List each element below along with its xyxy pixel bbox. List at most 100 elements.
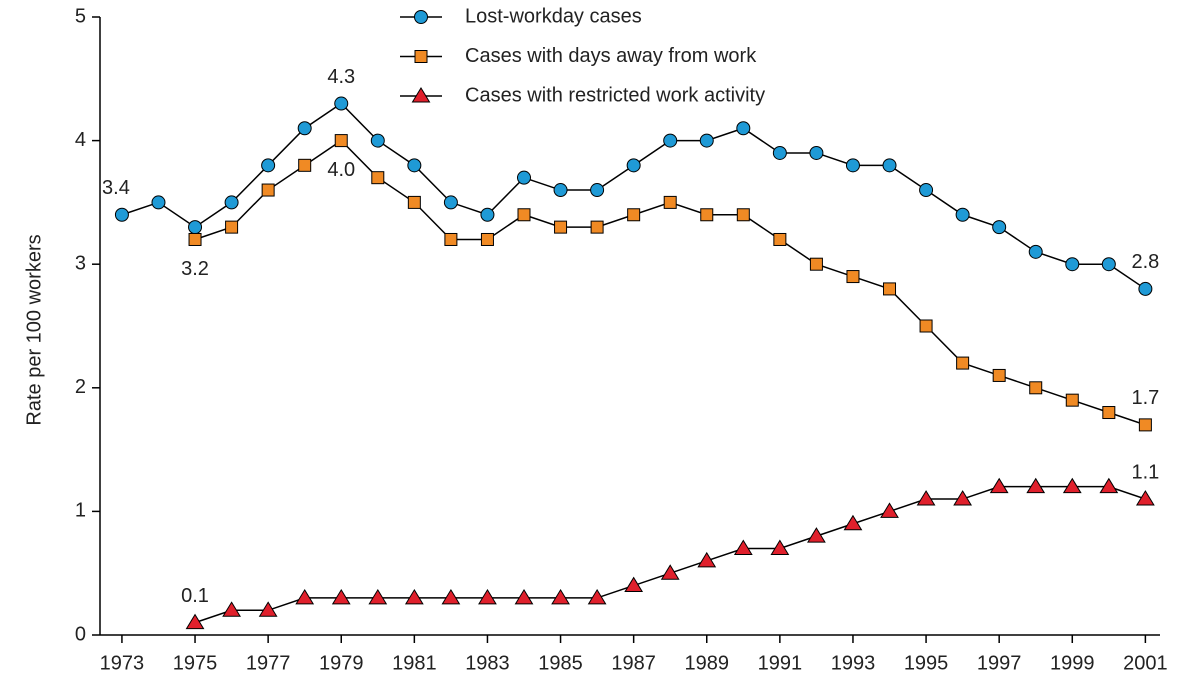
point <box>517 208 531 222</box>
point <box>736 121 751 136</box>
x-tick-label: 1989 <box>685 652 730 674</box>
point <box>809 257 823 271</box>
point <box>261 158 276 173</box>
data-label: 3.2 <box>181 258 209 280</box>
x-tick-label: 1975 <box>173 652 218 674</box>
point <box>663 133 678 148</box>
legend-marker <box>411 87 431 103</box>
point <box>1065 393 1079 407</box>
point <box>444 232 458 246</box>
point <box>624 576 644 593</box>
point <box>590 183 605 198</box>
x-tick-label: 1985 <box>538 652 583 674</box>
point <box>807 527 826 543</box>
y-axis-label: Rate per 100 workers <box>23 234 45 425</box>
point <box>1101 257 1116 272</box>
point <box>298 158 312 172</box>
point <box>1028 244 1043 259</box>
x-tick-label: 2001 <box>1123 652 1168 674</box>
point <box>554 220 568 234</box>
point <box>773 232 787 246</box>
point <box>1026 477 1046 494</box>
legend-label: Lost-workday cases <box>465 5 642 27</box>
point <box>188 232 202 246</box>
legend-label: Cases with days away from work <box>465 45 757 67</box>
point <box>882 158 897 173</box>
point <box>919 319 933 333</box>
point <box>992 220 1007 235</box>
data-label: 1.7 <box>1131 387 1159 409</box>
x-tick-label: 1995 <box>904 652 949 674</box>
point <box>151 195 166 210</box>
point <box>407 158 422 173</box>
x-tick-label: 1983 <box>465 652 510 674</box>
point <box>334 134 348 148</box>
point <box>334 96 349 111</box>
point <box>660 564 680 580</box>
y-tick-label: 5 <box>75 5 86 27</box>
point <box>770 539 790 555</box>
data-label: 0.1 <box>181 585 209 607</box>
data-label: 4.0 <box>327 159 355 181</box>
point <box>587 588 607 605</box>
data-label: 2.8 <box>1131 251 1159 273</box>
point <box>1099 477 1119 494</box>
point <box>953 490 973 506</box>
point <box>370 133 385 148</box>
point <box>1065 257 1080 272</box>
point <box>845 158 860 173</box>
x-tick-label: 1981 <box>392 652 437 674</box>
point <box>371 171 385 185</box>
x-tick-label: 1991 <box>758 652 803 674</box>
point <box>627 208 641 222</box>
legend-marker <box>414 50 428 63</box>
y-tick-label: 3 <box>75 252 86 274</box>
point <box>222 601 241 617</box>
point <box>883 282 897 296</box>
series-line <box>121 102 1146 290</box>
point <box>114 207 129 222</box>
point <box>517 170 531 185</box>
point <box>368 588 388 605</box>
x-tick-label: 1999 <box>1050 652 1095 674</box>
point <box>663 195 677 209</box>
legend-label: Cases with restricted work activity <box>465 84 765 106</box>
y-tick-label: 0 <box>75 623 86 645</box>
point <box>956 356 970 370</box>
point <box>992 368 1006 382</box>
point <box>404 588 424 605</box>
point <box>225 220 239 234</box>
point <box>407 195 421 209</box>
point <box>733 539 753 555</box>
point <box>478 588 497 605</box>
point <box>443 195 458 210</box>
x-tick-label: 1987 <box>611 652 656 674</box>
point <box>955 207 970 222</box>
point <box>514 588 534 605</box>
point <box>480 232 494 246</box>
point <box>626 158 641 173</box>
point <box>480 207 495 222</box>
point <box>441 588 461 605</box>
point <box>590 220 604 234</box>
legend-marker <box>414 10 428 24</box>
point <box>1138 281 1153 296</box>
point <box>1029 381 1043 395</box>
point <box>1138 418 1152 432</box>
point <box>699 133 714 148</box>
data-label: 3.4 <box>102 177 130 199</box>
x-tick-label: 1973 <box>100 652 145 674</box>
y-tick-label: 2 <box>75 376 86 398</box>
point <box>772 145 787 160</box>
point <box>916 490 936 506</box>
point <box>224 195 239 210</box>
point <box>551 588 570 605</box>
point <box>295 588 315 605</box>
point <box>1102 406 1116 420</box>
point <box>297 121 312 136</box>
point <box>919 183 934 198</box>
data-label: 1.1 <box>1131 461 1159 483</box>
point <box>258 601 278 617</box>
point <box>185 613 205 630</box>
x-tick-label: 1977 <box>246 652 291 674</box>
